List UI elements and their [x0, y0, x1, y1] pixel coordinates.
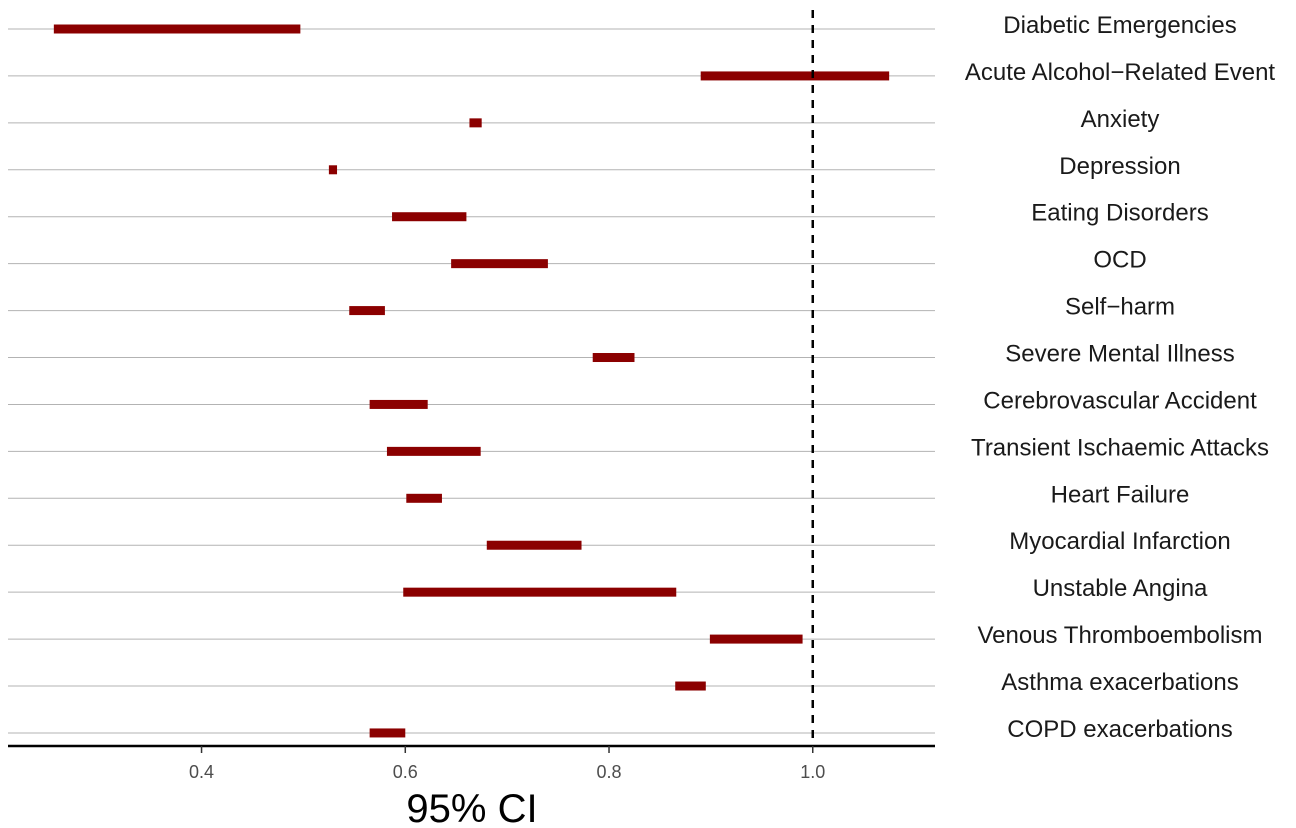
- interval-bar: [369, 399, 428, 409]
- interval-bar: [592, 353, 635, 363]
- interval-bar: [386, 446, 481, 456]
- interval-bar: [53, 24, 301, 34]
- interval-bar: [328, 165, 338, 175]
- interval-bar: [349, 306, 385, 316]
- category-label: Anxiety: [1081, 106, 1160, 133]
- interval-bar: [369, 728, 406, 738]
- grid-lines: [8, 28, 935, 734]
- category-label: COPD exacerbations: [1007, 716, 1232, 743]
- interval-bar: [675, 681, 706, 691]
- interval-bar: [469, 118, 482, 128]
- category-label: Asthma exacerbations: [1001, 669, 1238, 696]
- x-tick-label: 1.0: [800, 762, 825, 782]
- interval-bar: [486, 540, 582, 550]
- category-labels: Diabetic Emergencies Acute Alcohol−Relate…: [965, 12, 1276, 743]
- x-axis-title: 95% CI: [406, 787, 537, 828]
- interval-bar: [709, 634, 803, 644]
- category-label: Acute Alcohol−Related Event: [965, 59, 1276, 86]
- category-label: Heart Failure: [1051, 481, 1190, 508]
- category-label: Self−harm: [1065, 294, 1175, 321]
- category-label: OCD: [1093, 247, 1146, 274]
- interval-bar: [403, 587, 677, 597]
- category-label: Eating Disorders: [1031, 200, 1208, 227]
- category-label: Venous Thromboembolism: [977, 622, 1262, 649]
- category-label: Cerebrovascular Accident: [983, 387, 1257, 414]
- category-label: Myocardial Infarction: [1009, 528, 1230, 555]
- interval-bar: [406, 493, 442, 503]
- interval-bar: [451, 259, 548, 269]
- category-label: Diabetic Emergencies: [1003, 12, 1236, 39]
- interval-bars: [53, 24, 890, 738]
- x-axis-ticks: 0.4 0.6 0.8 1.0: [189, 746, 825, 782]
- category-label: Unstable Angina: [1033, 575, 1208, 602]
- interval-bar: [700, 71, 890, 81]
- x-tick-label: 0.4: [189, 762, 214, 782]
- category-label: Depression: [1059, 153, 1180, 180]
- category-label: Transient Ischaemic Attacks: [971, 434, 1269, 461]
- x-tick-label: 0.6: [393, 762, 418, 782]
- category-label: Severe Mental Illness: [1005, 341, 1234, 368]
- x-tick-label: 0.8: [597, 762, 622, 782]
- interval-bar: [392, 212, 467, 222]
